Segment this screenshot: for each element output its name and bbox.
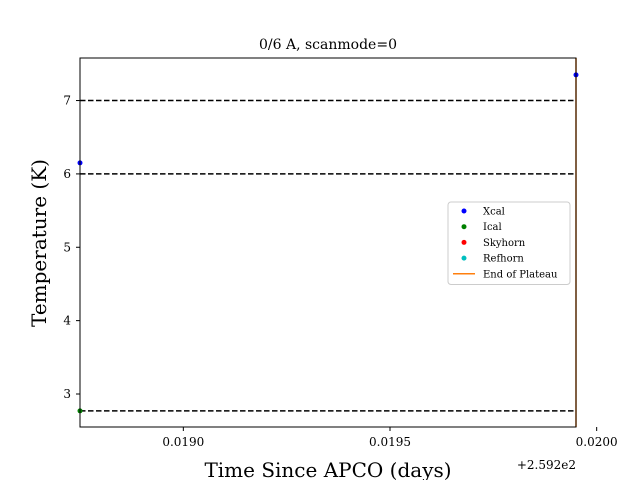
- x-tick-label-2: 0.0200: [576, 435, 618, 449]
- y-axis-label: Temperature (K): [27, 159, 51, 327]
- legend-label-4: End of Plateau: [483, 269, 558, 280]
- x-tick-label-1: 0.0195: [369, 435, 411, 449]
- x-offset-label: +2.592e2: [517, 458, 576, 472]
- x-axis-label: Time Since APCO (days): [204, 458, 451, 480]
- legend-marker-0: [461, 208, 467, 214]
- y-axis: 3 4 5 6 7: [63, 94, 80, 401]
- y-tick-label-0: 3: [63, 387, 71, 401]
- plot-frame: [79, 57, 577, 428]
- y-tick-label-4: 7: [63, 94, 71, 108]
- legend-label-2: Skyhorn: [483, 238, 526, 249]
- legend-label-1: Ical: [483, 222, 502, 233]
- legend: Xcal Ical Skyhorn Refhorn End of Plateau: [447, 201, 571, 285]
- legend-box: [447, 201, 571, 285]
- chart-title: 0/6 A, scanmode=0: [259, 37, 397, 53]
- y-tick-label-3: 6: [63, 167, 71, 181]
- x-tick-label-0: 0.0190: [162, 435, 204, 449]
- legend-marker-3: [461, 255, 467, 261]
- legend-marker-1: [461, 224, 467, 230]
- legend-label-3: Refhorn: [483, 254, 524, 265]
- y-tick-label-1: 4: [63, 314, 71, 328]
- legend-label-0: Xcal: [483, 207, 505, 218]
- y-tick-label-2: 5: [63, 240, 71, 254]
- legend-marker-2: [461, 239, 467, 245]
